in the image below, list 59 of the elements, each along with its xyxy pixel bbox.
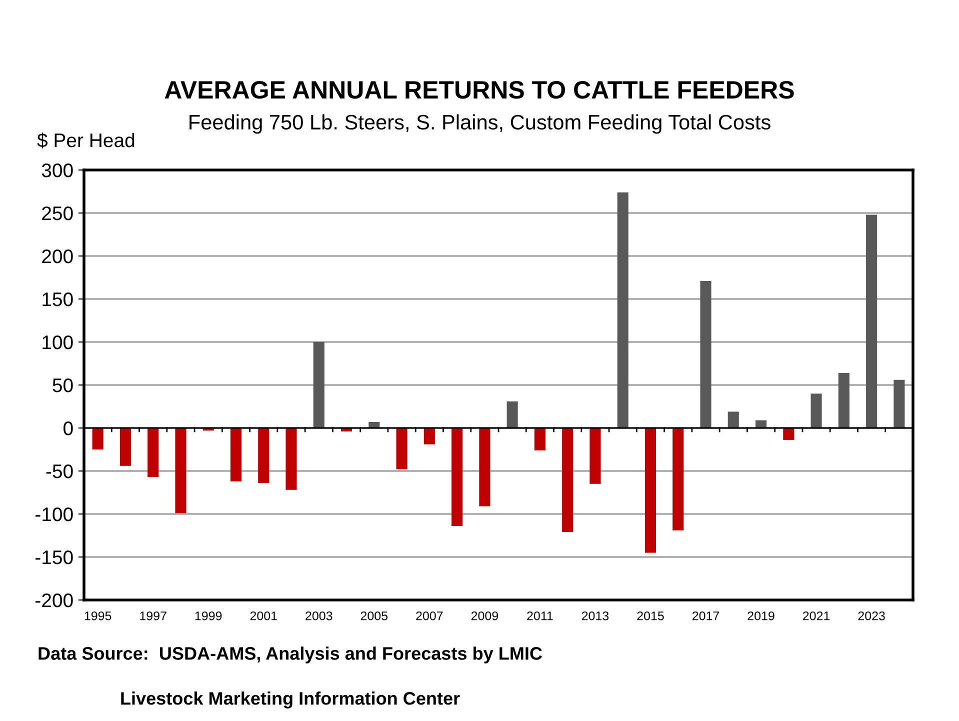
- bar: [838, 372, 850, 428]
- bar: [590, 428, 601, 484]
- x-tick-label: 2007: [416, 611, 443, 620]
- bar: [617, 192, 628, 428]
- bar: [755, 420, 767, 428]
- x-tick-label: 1997: [140, 611, 166, 620]
- x-tick-label: 2021: [803, 611, 830, 620]
- x-tick-label: 1995: [84, 611, 112, 620]
- y-tick-label: 200: [42, 249, 73, 264]
- x-tick-label: 2017: [692, 611, 720, 620]
- bar: [894, 380, 905, 428]
- y-tick-label: 50: [52, 378, 73, 392]
- y-tick-label: -50: [46, 464, 73, 478]
- bar: [810, 394, 822, 428]
- y-tick-label: 0: [64, 421, 73, 436]
- bar: [700, 280, 712, 428]
- x-tick-label: 2005: [360, 611, 388, 620]
- x-tick-label: 2001: [250, 611, 277, 620]
- x-tick-label: 2003: [306, 611, 332, 620]
- bar: [92, 428, 104, 450]
- x-tick-label: 2015: [637, 611, 664, 620]
- bar: [286, 428, 297, 490]
- y-axis-title: $ Per Head: [37, 132, 134, 148]
- bar: [866, 214, 878, 428]
- x-tick-label: 2009: [471, 611, 498, 620]
- y-tick-label: 250: [42, 206, 73, 220]
- source-note: Data Source: USDA-AMS, Analysis and Forecasts by LMIC: [38, 646, 542, 664]
- bar: [120, 428, 131, 466]
- x-tick-label: 2023: [858, 611, 885, 620]
- bar: [534, 428, 546, 450]
- bar: [783, 428, 794, 440]
- bar: [148, 428, 159, 478]
- bar: [479, 428, 490, 506]
- bar: [672, 428, 684, 530]
- text: Livestock Marketing Information Center: [121, 692, 460, 708]
- bar: [452, 428, 463, 526]
- x-tick-label: 2019: [748, 611, 774, 620]
- bar: [396, 428, 408, 470]
- bar: [230, 428, 242, 482]
- bar: [562, 428, 574, 532]
- bar: [368, 422, 380, 428]
- bar: [644, 428, 656, 553]
- y-tick-label: -150: [36, 550, 73, 564]
- bar: [258, 428, 270, 484]
- y-tick-label: 150: [42, 292, 73, 306]
- bar: [175, 428, 186, 514]
- x-tick-label: 2011: [527, 611, 553, 620]
- bar: [424, 428, 435, 444]
- y-tick-label: 100: [42, 335, 73, 350]
- chart-title: AVERAGE ANNUAL RETURNS TO CATTLE FEEDERS: [164, 81, 794, 99]
- chart-subtitle: Feeding 750 Lb. Steers, S. Plains, Custom Feeding Total Costs: [190, 114, 770, 134]
- x-tick-label: 1999: [195, 611, 222, 620]
- y-tick-label: -100: [36, 507, 73, 522]
- bar: [506, 401, 518, 428]
- bar: [728, 412, 739, 428]
- bar: [313, 342, 324, 428]
- x-tick-label: 2013: [582, 611, 609, 620]
- y-tick-label: -200: [36, 593, 73, 608]
- y-tick-label: 300: [42, 163, 73, 178]
